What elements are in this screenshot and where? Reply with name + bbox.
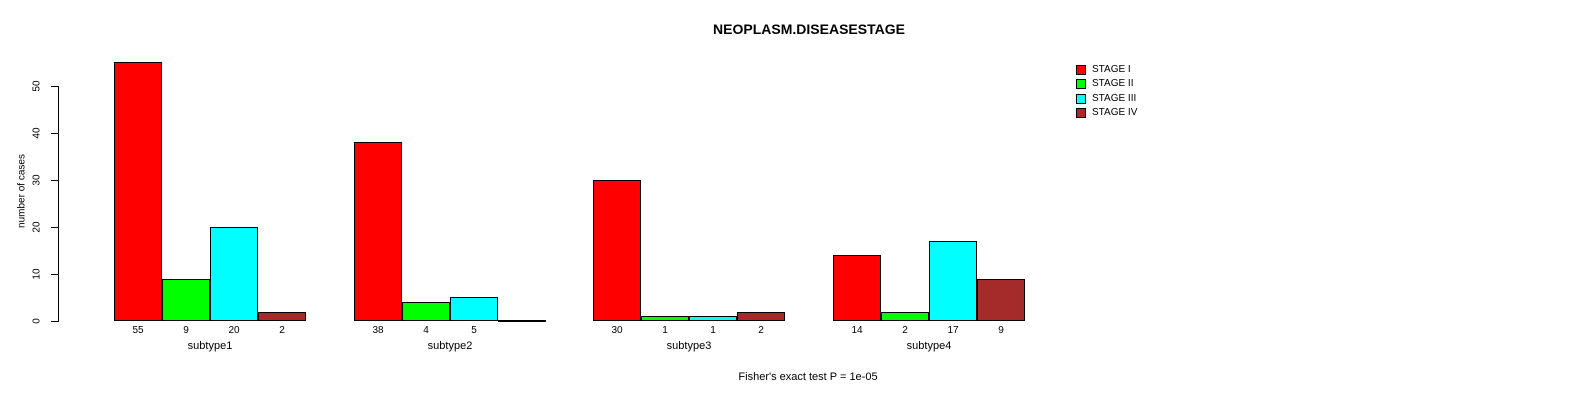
y-tick-label: 40 bbox=[31, 127, 43, 139]
bar-subtype1-stage-ii bbox=[162, 279, 210, 321]
caption: Fisher's exact test P = 1e-05 bbox=[738, 371, 878, 383]
legend-swatch-stage-ii bbox=[1076, 79, 1086, 90]
legend-label-stage-iv: STAGE IV bbox=[1092, 106, 1138, 118]
bar-value-label: 2 bbox=[758, 325, 764, 336]
chart-title: NEOPLASM.DISEASESTAGE bbox=[713, 21, 905, 37]
y-tick-label: 20 bbox=[31, 221, 43, 233]
bar-subtype2-stage-i bbox=[354, 142, 402, 321]
bar-subtype4-stage-i bbox=[833, 255, 881, 321]
y-tick-label: 50 bbox=[31, 80, 43, 92]
bar-subtype3-stage-iv bbox=[737, 312, 785, 321]
legend-swatch-stage-iii bbox=[1076, 93, 1086, 104]
y-tick bbox=[51, 133, 58, 134]
legend-label-stage-iii: STAGE III bbox=[1092, 92, 1137, 104]
legend-swatch-stage-i bbox=[1076, 65, 1086, 75]
legend-label-stage-i: STAGE I bbox=[1092, 64, 1131, 75]
x-category-label-subtype2: subtype2 bbox=[427, 340, 473, 352]
bar-subtype4-stage-iv bbox=[977, 279, 1025, 321]
bar-value-label: 38 bbox=[372, 325, 384, 336]
y-tick bbox=[51, 321, 58, 322]
bar-value-label: 17 bbox=[947, 325, 959, 336]
bar-value-label: 4 bbox=[423, 325, 429, 336]
bar-value-label: 1 bbox=[710, 325, 716, 336]
bar-subtype4-stage-ii bbox=[881, 312, 929, 321]
bar-value-label: 2 bbox=[902, 325, 908, 336]
y-tick-label: 10 bbox=[31, 268, 43, 280]
y-tick bbox=[51, 86, 58, 87]
y-tick bbox=[51, 227, 58, 228]
y-tick-label: 30 bbox=[31, 174, 43, 186]
bar-subtype1-stage-i bbox=[114, 62, 162, 321]
bar-value-label: 30 bbox=[611, 325, 623, 336]
bar-value-label: 9 bbox=[998, 325, 1004, 336]
bar-value-label: 9 bbox=[183, 325, 189, 336]
bar-value-label: 1 bbox=[662, 325, 668, 336]
y-tick bbox=[51, 180, 58, 181]
y-axis-line bbox=[58, 86, 59, 322]
y-tick-label: 0 bbox=[31, 318, 43, 324]
bar-subtype4-stage-iii bbox=[929, 241, 977, 321]
y-tick bbox=[51, 274, 58, 275]
x-category-label-subtype1: subtype1 bbox=[187, 340, 233, 352]
bar-value-label: 20 bbox=[228, 325, 240, 336]
x-category-label-subtype4: subtype4 bbox=[906, 340, 952, 352]
bar-subtype2-stage-iii bbox=[450, 297, 498, 321]
bar-subtype2-stage-ii bbox=[402, 302, 450, 321]
x-category-label-subtype3: subtype3 bbox=[666, 340, 712, 352]
legend-swatch-stage-iv bbox=[1076, 107, 1086, 118]
bar-value-label: 55 bbox=[132, 325, 144, 336]
bar-value-label: 5 bbox=[471, 325, 477, 336]
legend-label-stage-ii: STAGE II bbox=[1092, 78, 1134, 90]
bar-subtype1-stage-iii bbox=[210, 227, 258, 321]
bar-subtype2-stage-iv bbox=[498, 320, 546, 322]
bar-value-label: 14 bbox=[851, 325, 863, 336]
bar-subtype3-stage-iii bbox=[689, 316, 737, 321]
bar-subtype3-stage-i bbox=[593, 180, 641, 321]
bar-value-label: 2 bbox=[279, 325, 285, 336]
bar-subtype3-stage-ii bbox=[641, 316, 689, 321]
bar-subtype1-stage-iv bbox=[258, 312, 306, 321]
